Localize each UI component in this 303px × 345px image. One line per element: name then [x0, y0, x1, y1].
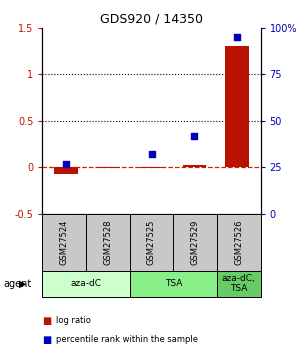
- Text: log ratio: log ratio: [56, 316, 91, 325]
- Text: GSM27528: GSM27528: [103, 220, 112, 265]
- Text: GSM27525: GSM27525: [147, 220, 156, 265]
- Bar: [140, 167, 163, 168]
- Point: [235, 34, 239, 40]
- Text: GSM27526: GSM27526: [234, 220, 243, 265]
- Text: agent: agent: [3, 279, 31, 289]
- Bar: [54, 167, 78, 174]
- Text: percentile rank within the sample: percentile rank within the sample: [56, 335, 198, 344]
- Text: ■: ■: [42, 335, 52, 345]
- Text: GSM27524: GSM27524: [60, 220, 69, 265]
- Text: aza-dC: aza-dC: [71, 279, 102, 288]
- Text: GSM27529: GSM27529: [191, 220, 200, 265]
- Point: [64, 161, 68, 166]
- Text: TSA: TSA: [165, 279, 182, 288]
- Text: ■: ■: [42, 316, 52, 326]
- Point: [149, 151, 154, 157]
- Point: [192, 133, 197, 138]
- Bar: [182, 166, 206, 167]
- Text: aza-dC,
TSA: aza-dC, TSA: [222, 274, 256, 294]
- Text: ▶: ▶: [19, 279, 26, 289]
- Bar: [97, 167, 121, 168]
- Bar: [225, 46, 249, 167]
- Title: GDS920 / 14350: GDS920 / 14350: [100, 12, 203, 25]
